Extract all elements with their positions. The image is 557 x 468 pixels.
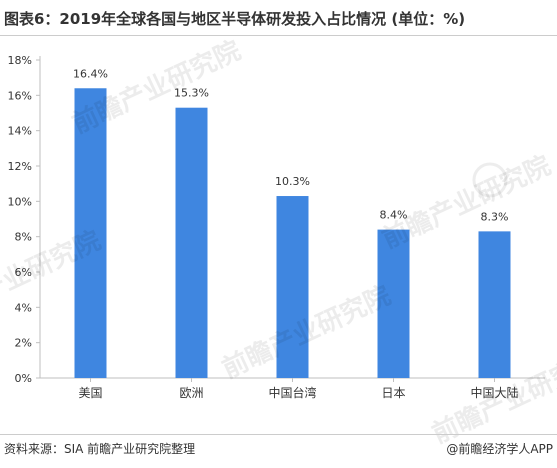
bar [478, 231, 511, 378]
chart-title: 图表6：2019年全球各国与地区半导体研发投入占比情况 (单位：%) [4, 10, 466, 28]
watermark-text: 前瞻产业研究院 [67, 35, 245, 140]
x-tick-label: 中国大陆 [470, 385, 518, 400]
watermark-text: 前瞻产业研究院 [377, 150, 555, 255]
source-note: 资料来源：SIA 前瞻产业研究院整理 [4, 442, 196, 456]
data-label: 8.4% [380, 209, 408, 222]
bar [74, 88, 107, 379]
y-tick-label: 0% [15, 372, 32, 385]
bar [276, 196, 309, 378]
data-label: 8.3% [481, 210, 509, 223]
y-tick-label: 14% [8, 125, 32, 138]
footer-divider [0, 434, 557, 435]
x-tick-label: 日本 [381, 386, 405, 400]
data-label: 10.3% [275, 175, 310, 188]
title-divider [0, 35, 557, 36]
x-tick-label: 欧洲 [179, 386, 203, 400]
y-tick-label: 2% [15, 337, 32, 350]
y-tick-label: 16% [8, 89, 32, 102]
y-tick-label: 8% [15, 231, 32, 244]
y-tick-label: 10% [8, 195, 32, 208]
bar [175, 107, 208, 378]
data-label: 16.4% [73, 67, 108, 80]
y-tick-label: 12% [8, 160, 32, 173]
data-label: 15.3% [174, 87, 209, 100]
x-tick-label: 美国 [78, 386, 102, 400]
bar [377, 229, 410, 378]
y-tick-label: 18% [8, 54, 32, 67]
y-tick-label: 4% [15, 301, 32, 314]
x-tick-label: 中国台湾 [268, 385, 316, 400]
y-tick-label: 6% [15, 266, 32, 279]
credit-note: @前瞻经济学人APP [446, 442, 553, 456]
